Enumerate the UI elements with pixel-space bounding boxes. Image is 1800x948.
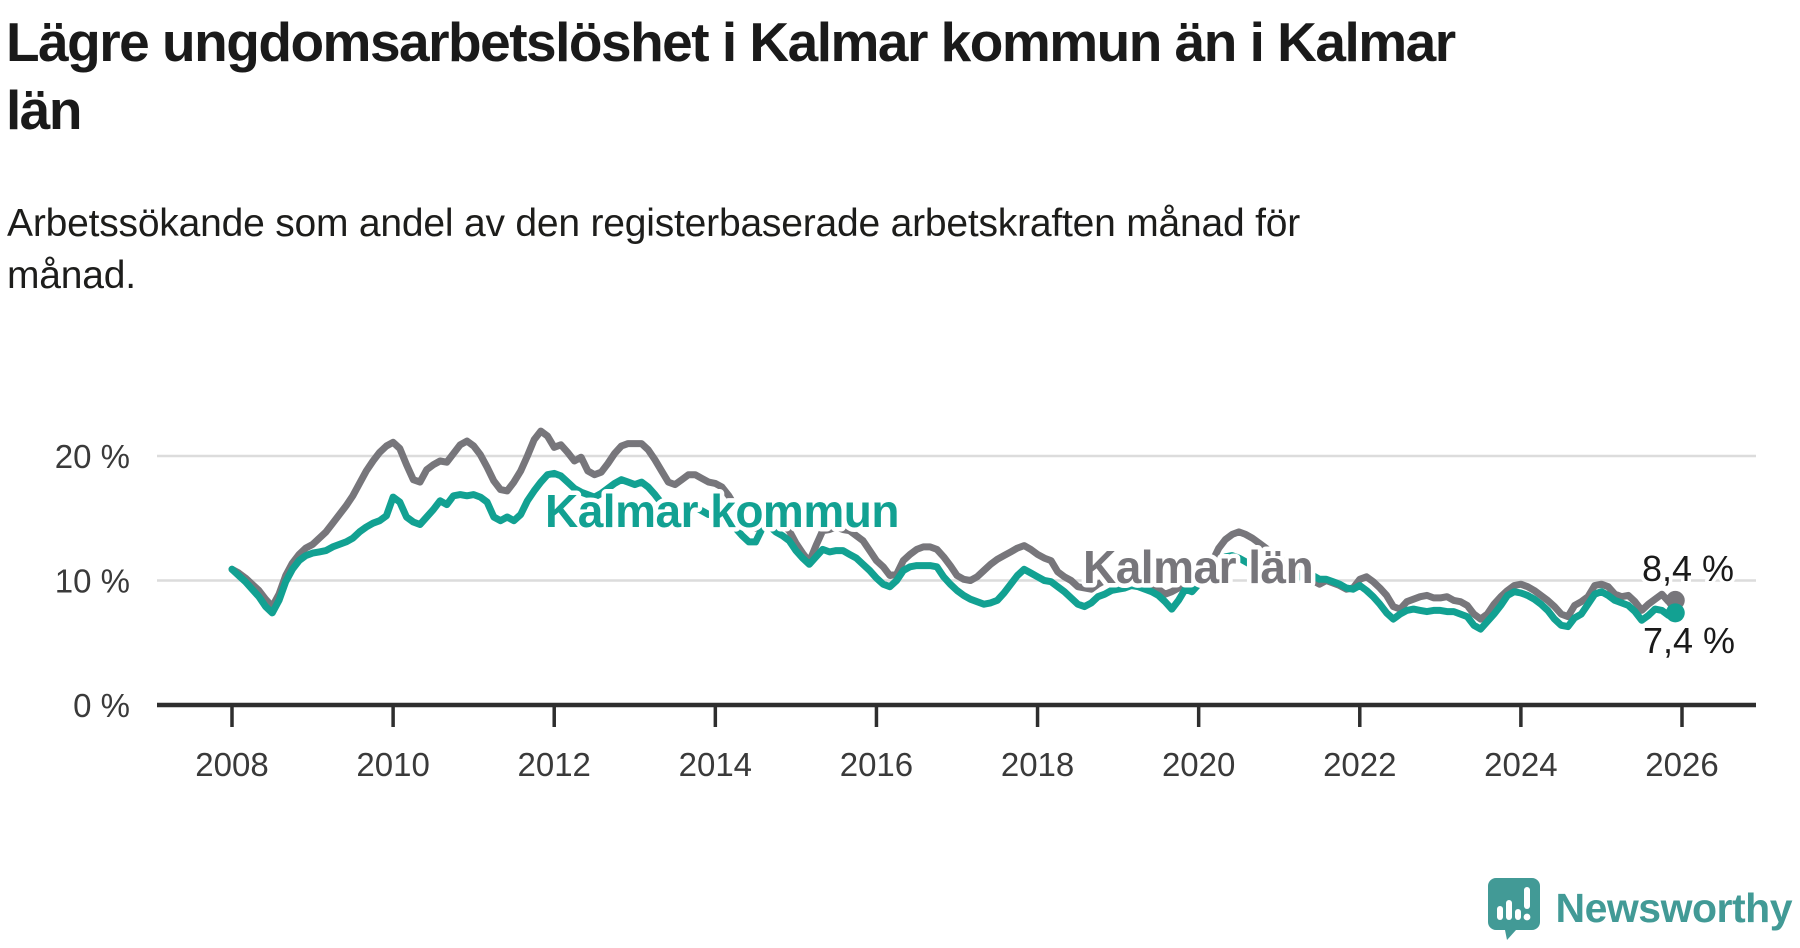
x-axis-label-2012: 2012 (518, 746, 591, 783)
y-axis-label-20: 20 % (55, 438, 130, 475)
x-axis-label-2020: 2020 (1162, 746, 1235, 783)
page-subtitle: Arbetssökande som andel av den registerb… (7, 198, 1300, 302)
x-axis-label-2010: 2010 (356, 746, 429, 783)
page-title: Lägre ungdomsarbetslöshet i Kalmar kommu… (6, 8, 1456, 144)
series-label-kalmar-län: Kalmar län (1083, 541, 1313, 593)
series-line-kalmar-län (228, 427, 1679, 623)
page-title-line-1: Lägre ungdomsarbetslöshet i Kalmar kommu… (6, 11, 1456, 73)
x-axis-label-2022: 2022 (1323, 746, 1396, 783)
end-value-label-kalmar-kommun: 7,4 % (1643, 620, 1735, 661)
x-axis-label-2016: 2016 (840, 746, 913, 783)
series-line-kalmar-kommun (228, 469, 1679, 633)
y-axis-label-0: 0 % (73, 687, 130, 724)
page-subtitle-line-2: månad. (7, 254, 136, 297)
newsworthy-wordmark: Newsworthy (1555, 885, 1793, 931)
bar-chart-speech-bubble-icon (1487, 878, 1540, 940)
end-value-label-kalmar-län: 8,4 % (1642, 548, 1734, 589)
newsworthy-logo: Newsworthy (1486, 876, 1793, 940)
x-axis-label-2014: 2014 (679, 746, 752, 783)
x-axis-label-2018: 2018 (1001, 746, 1074, 783)
series-end-dot-kalmar-kommun (1665, 603, 1685, 623)
page-subtitle-line-1: Arbetssökande som andel av den registerb… (7, 202, 1301, 245)
x-axis-label-2024: 2024 (1484, 746, 1557, 783)
x-axis-label-2008: 2008 (195, 746, 268, 783)
page-title-line-2: län (6, 79, 82, 141)
x-axis-label-2026: 2026 (1645, 746, 1718, 783)
y-axis-label-10: 10 % (55, 563, 130, 600)
series-label-kalmar-kommun: Kalmar kommun (545, 485, 899, 537)
